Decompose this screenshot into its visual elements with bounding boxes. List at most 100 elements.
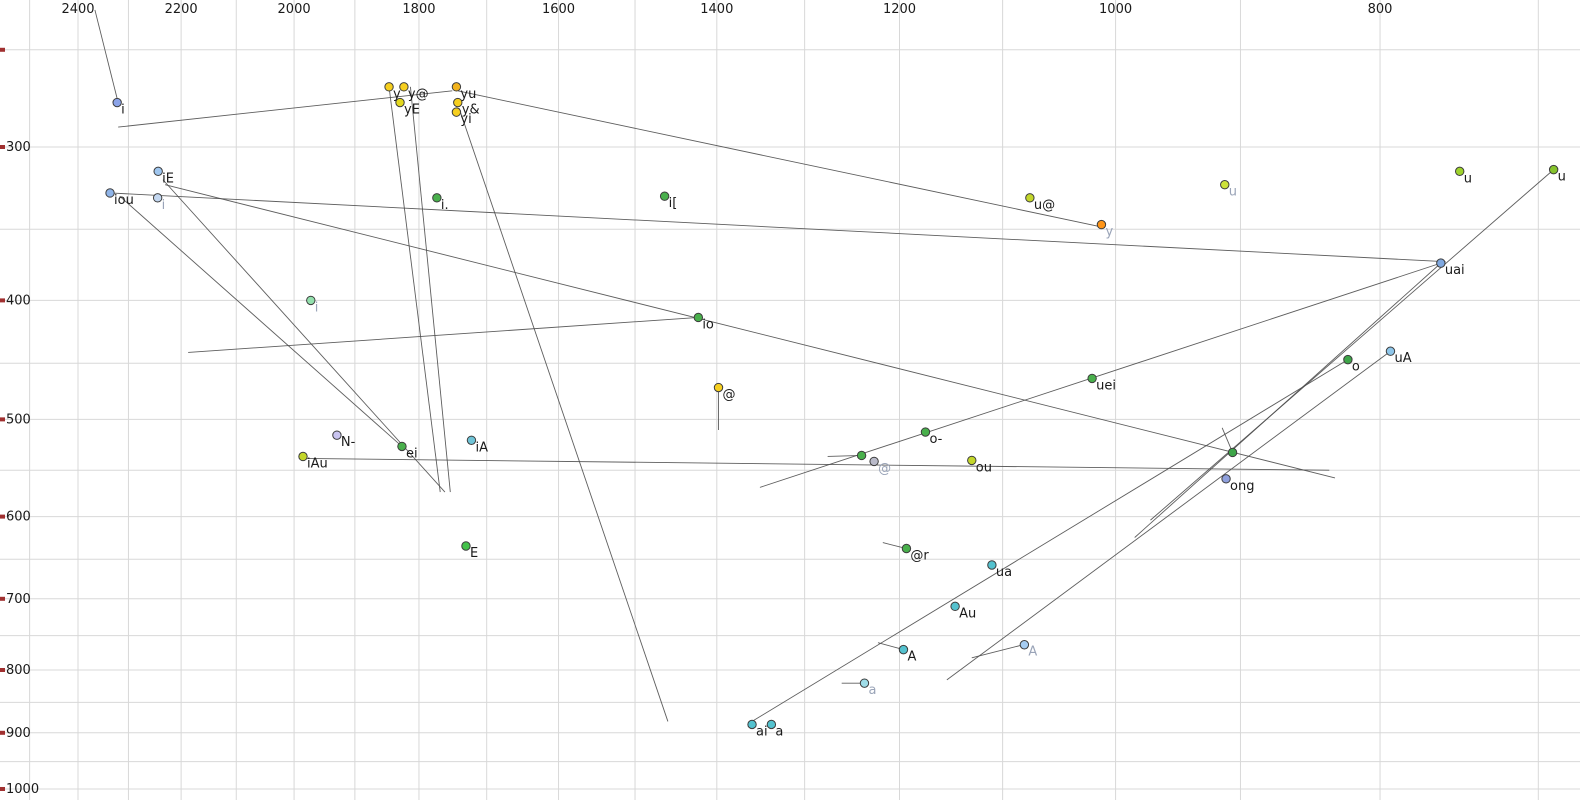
trajectory-line <box>1150 169 1554 521</box>
vowel-label: Au <box>959 606 976 621</box>
vowel-point <box>747 719 757 730</box>
vowel-label: u <box>1558 170 1566 185</box>
trajectory-line <box>188 317 699 353</box>
vowel-point <box>693 312 704 323</box>
trajectory-line <box>118 90 453 128</box>
vowel-point <box>1343 354 1353 365</box>
y-axis-edge-tick <box>0 730 5 735</box>
vowel-label: y <box>393 87 401 102</box>
vowel-label: a <box>868 683 876 698</box>
vowel-point <box>1548 164 1559 175</box>
vowel-label: y@ <box>408 87 429 102</box>
trajectory-line <box>164 184 1336 479</box>
vowel-point <box>152 193 163 203</box>
vowel-point <box>466 435 477 445</box>
vowel-point <box>451 82 462 92</box>
vowel-label: iAu <box>307 456 328 471</box>
vowel-point <box>1220 180 1230 190</box>
trajectory-line <box>457 90 1106 229</box>
vowel-point <box>856 450 867 461</box>
vowel-label: o <box>1352 360 1360 375</box>
trajectory-line <box>304 457 1330 471</box>
x-axis-tick-label: 1200 <box>883 2 916 17</box>
vowel-point <box>384 82 394 92</box>
vowel-label: iE <box>162 171 174 186</box>
y-axis-edge-tick <box>0 417 5 422</box>
x-axis-tick-label: 2400 <box>61 2 94 17</box>
vowel-point <box>453 97 463 108</box>
vowel-label: uA <box>1394 351 1411 366</box>
y-axis-tick-label: 500 <box>6 412 31 427</box>
trajectory-line <box>759 262 1441 488</box>
vowel-point <box>1455 166 1465 177</box>
vowel-label: ou <box>976 460 992 475</box>
y-axis-tick-label: 600 <box>6 510 31 525</box>
vowel-point <box>659 191 670 201</box>
x-axis-tick-label: 2000 <box>278 2 311 17</box>
vowel-label: ua <box>996 565 1012 580</box>
trajectory-line <box>971 644 1024 659</box>
vowel-point <box>967 455 977 466</box>
vowel-label: a <box>775 724 783 739</box>
trajectory-line <box>162 179 446 493</box>
vowel-label: iou <box>114 193 134 208</box>
vowel-point <box>298 451 308 462</box>
vowel-point <box>766 719 777 730</box>
x-axis-tick-label: 2200 <box>165 2 198 17</box>
vowel-point <box>112 97 122 108</box>
vowel-point <box>332 430 342 440</box>
y-axis-edge-tick <box>0 667 5 672</box>
vowel-point <box>1221 474 1231 484</box>
vowel-point <box>1385 346 1396 356</box>
vowel-point <box>105 188 115 198</box>
y-axis-tick-label: 800 <box>6 663 31 678</box>
trajectory-line <box>946 350 1391 681</box>
y-axis-edge-tick <box>0 47 5 52</box>
x-axis-tick-label: 1400 <box>700 2 733 17</box>
trajectory-line <box>110 192 1446 263</box>
vowel-label: E <box>470 546 478 561</box>
vowel-point <box>306 295 316 306</box>
vowel-point <box>869 456 879 467</box>
y-axis-tick-label: 900 <box>6 726 31 741</box>
y-axis-tick-label: 400 <box>6 293 31 308</box>
vowel-label: o- <box>929 432 942 447</box>
vowel-point <box>987 560 997 570</box>
vowel-label: @ <box>722 388 735 403</box>
vowel-label: u <box>1464 171 1472 186</box>
vowel-label: i <box>315 300 319 315</box>
vowel-label: u <box>1229 185 1237 200</box>
y-axis-edge-tick <box>0 145 5 149</box>
x-axis-tick-label: 1600 <box>542 2 575 17</box>
vowel-point <box>859 678 870 688</box>
trajectory-line <box>458 108 669 722</box>
x-axis-tick-label: 1800 <box>402 2 435 17</box>
vowel-point <box>395 97 405 108</box>
y-axis-tick-label: 300 <box>6 140 31 155</box>
y-axis-tick-label: 700 <box>6 592 31 607</box>
vowel-point <box>153 166 163 177</box>
vowel-point <box>1025 193 1035 203</box>
vowel-point <box>898 644 909 655</box>
trajectory-line <box>827 455 862 457</box>
y-axis-edge-tick <box>0 298 5 303</box>
y-axis-edge-tick <box>0 514 5 519</box>
vowel-label: N- <box>341 435 356 450</box>
vowel-label: ai <box>756 724 768 739</box>
vowel-point <box>713 382 724 393</box>
vowel-label: ong <box>1230 479 1254 494</box>
vowel-point <box>432 193 442 203</box>
vowel-point <box>451 107 462 117</box>
vowel-label: A <box>1028 645 1037 660</box>
vowel-point <box>399 82 409 92</box>
trajectory-line <box>409 86 451 493</box>
vowel-label: yu <box>460 87 476 102</box>
vowel-point <box>397 441 407 452</box>
vowel-point <box>1019 640 1030 650</box>
trajectory-line <box>388 86 441 493</box>
vowel-label: uei <box>1096 378 1116 393</box>
vowel-label: y& <box>462 103 480 118</box>
